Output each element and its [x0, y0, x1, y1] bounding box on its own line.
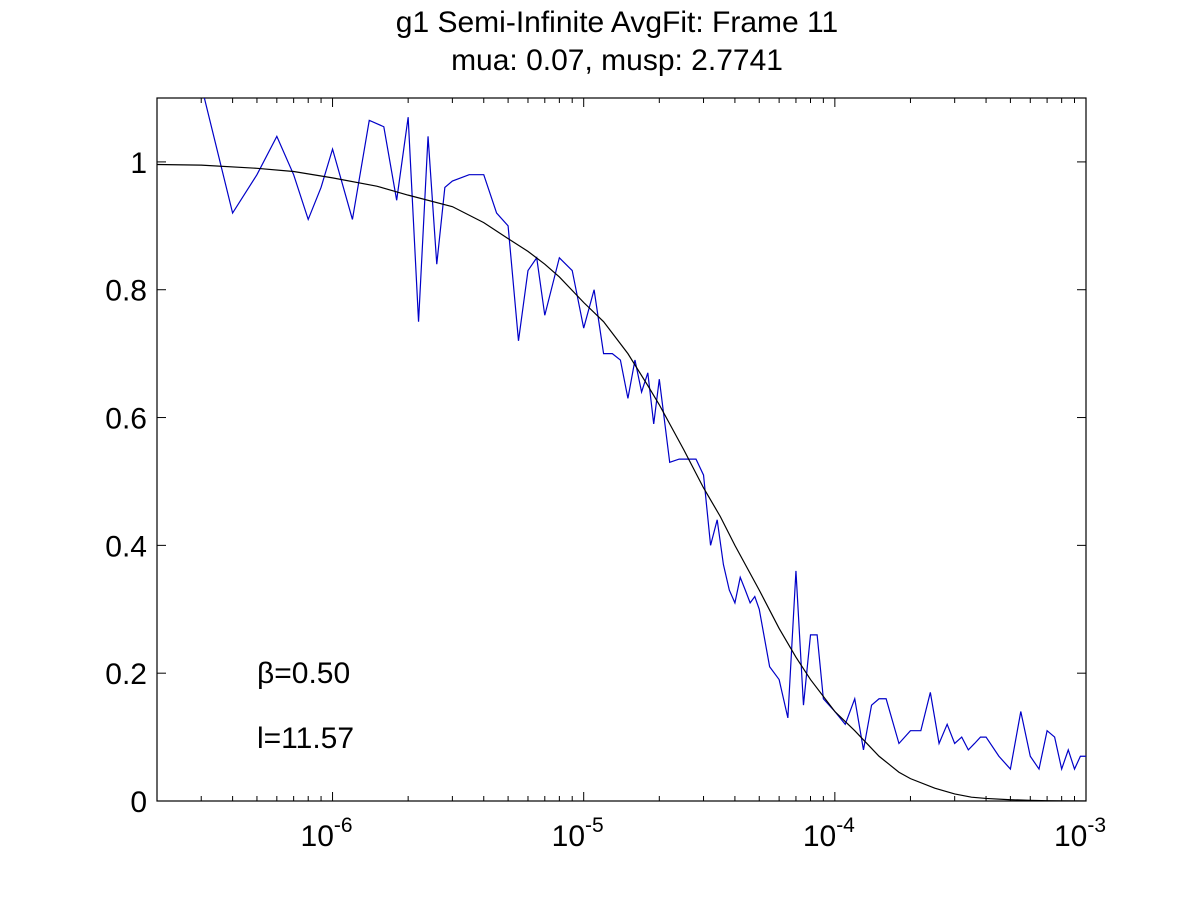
chart-subtitle: mua: 0.07, musp: 2.7741 [451, 44, 783, 77]
x-tick-label: 10-3 [1054, 814, 1106, 853]
x-tick-label: 10-6 [301, 814, 353, 853]
x-tick-exponent: -3 [1087, 814, 1106, 837]
x-tick-label: 10-5 [552, 814, 604, 853]
y-tick-label: 0 [130, 786, 147, 819]
axes-box [156, 97, 1087, 802]
x-tick-exponent: -5 [585, 814, 604, 837]
y-tick-label: 0.2 [105, 658, 147, 691]
y-tick-label: 0.6 [105, 403, 147, 436]
x-tick-exponent: -6 [334, 814, 353, 837]
fit-curve-line [157, 163, 1086, 801]
y-tick-label: 0.8 [105, 275, 147, 308]
x-tick-base: 10 [803, 820, 836, 853]
series-layer [157, 98, 1086, 801]
chart-title: g1 Semi-Infinite AvgFit: Frame 11 [396, 6, 838, 39]
l-annotation: l=11.57 [257, 722, 354, 755]
x-tick-base: 10 [1054, 820, 1087, 853]
beta-annotation: β=0.50 [257, 657, 350, 690]
plot-area [156, 97, 1087, 802]
y-tick-label: 0.4 [105, 530, 147, 563]
measured-data-line [203, 98, 1086, 772]
x-tick-label: 10-4 [803, 814, 855, 853]
x-tick-exponent: -4 [836, 814, 855, 837]
x-tick-base: 10 [552, 820, 585, 853]
y-tick-label: 1 [130, 147, 147, 180]
x-tick-base: 10 [301, 820, 334, 853]
